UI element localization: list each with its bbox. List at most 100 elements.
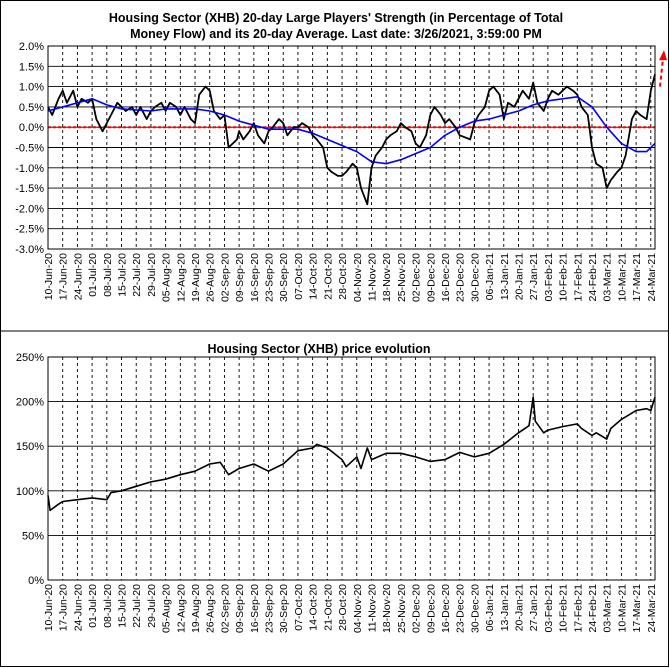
- x-tick-label: 21-Oct-20: [322, 253, 334, 300]
- y-tick-label: 0%: [28, 575, 44, 587]
- x-tick-label: 18-Nov-20: [381, 584, 393, 633]
- x-tick-label: 09-Dec-20: [425, 584, 437, 633]
- x-tick-label: 12-Aug-20: [175, 584, 187, 633]
- x-tick-label: 24-Mar-21: [646, 253, 658, 302]
- price-chart-title: Housing Sector (XHB) price evolution: [208, 342, 431, 356]
- y-tick-label: 50%: [22, 530, 44, 542]
- price-x-axis: 10-Jun-20 17-Jun-20 24-Jun-20 01-Jul-20 08-J…: [43, 584, 658, 633]
- x-tick-label: 03-Mar-21: [602, 253, 614, 302]
- y-tick-label: 1.0%: [19, 82, 44, 94]
- x-tick-label: 28-Oct-20: [337, 584, 349, 631]
- x-tick-label: 19-Aug-20: [190, 253, 202, 302]
- y-tick-label: 200%: [16, 397, 44, 409]
- price-plot-border: [47, 356, 656, 581]
- x-tick-label: 09-Sep-20: [234, 584, 246, 633]
- x-tick-label: 10-Feb-21: [558, 584, 570, 633]
- x-tick-label: 30-Sep-20: [278, 584, 290, 633]
- x-tick-label: 28-Oct-20: [337, 253, 349, 300]
- x-tick-label: 26-Aug-20: [205, 253, 217, 302]
- x-tick-label: 30-Dec-20: [469, 584, 481, 633]
- price-y-axis: 250% 200% 150% 100% 50% 0%: [16, 352, 44, 587]
- x-tick-label: 08-Jul-20: [102, 584, 114, 628]
- x-tick-label: 14-Oct-20: [308, 584, 320, 631]
- price-evolution-line: [47, 396, 656, 512]
- x-tick-label: 20-Jan-21: [513, 584, 525, 631]
- x-tick-label: 05-Aug-20: [161, 253, 173, 302]
- x-tick-label: 10-Mar-21: [616, 253, 628, 302]
- x-tick-label: 23-Dec-20: [455, 584, 467, 633]
- strength-x-axis: 10-Jun-20 17-Jun-20 24-Jun-20 01-Jul-20 08-J…: [43, 253, 658, 302]
- x-tick-label: 24-Feb-21: [587, 253, 599, 302]
- y-tick-label: 100%: [16, 486, 44, 498]
- y-tick-label: -1.0%: [15, 163, 44, 175]
- twenty-day-average-line: [47, 96, 656, 165]
- x-tick-label: 29-Jul-20: [146, 584, 158, 628]
- x-tick-label: 25-Nov-20: [396, 584, 408, 633]
- x-tick-label: 06-Jan-21: [484, 584, 496, 631]
- x-tick-label: 05-Aug-20: [161, 584, 173, 633]
- x-tick-label: 02-Sep-20: [219, 253, 231, 302]
- x-tick-label: 30-Dec-20: [469, 253, 481, 302]
- x-tick-label: 11-Nov-20: [366, 253, 378, 301]
- x-tick-label: 18-Nov-20: [381, 253, 393, 302]
- x-tick-label: 20-Jan-21: [513, 253, 525, 300]
- y-tick-label: -3.0%: [15, 244, 44, 256]
- x-tick-label: 07-Oct-20: [293, 253, 305, 300]
- y-tick-label: -0.5%: [15, 143, 44, 155]
- x-tick-label: 19-Aug-20: [190, 584, 202, 633]
- x-tick-label: 08-Jul-20: [102, 253, 114, 297]
- x-tick-label: 17-Jun-20: [58, 584, 70, 631]
- x-tick-label: 10-Mar-21: [616, 584, 628, 633]
- x-tick-label: 02-Dec-20: [411, 253, 423, 302]
- x-tick-label: 17-Feb-21: [572, 253, 584, 302]
- strength-chart-title-line1: Housing Sector (XHB) 20-day Large Player…: [109, 11, 563, 25]
- x-tick-label: 16-Sep-20: [249, 584, 261, 633]
- strength-y-axis: 2.0% 1.5% 1.0% 0.5% 0.0% -0.5% -1.0% -1.5% -2.0%…: [15, 41, 44, 256]
- x-tick-label: 17-Feb-21: [572, 584, 584, 633]
- x-tick-label: 07-Oct-20: [293, 584, 305, 631]
- y-tick-label: 1.5%: [19, 61, 44, 73]
- x-tick-label: 14-Oct-20: [308, 253, 320, 300]
- y-tick-label: 250%: [16, 352, 44, 364]
- x-tick-label: 11-Nov-20: [366, 584, 378, 632]
- x-tick-label: 10-Jun-20: [43, 584, 55, 631]
- large-players-strength-line: [47, 74, 656, 206]
- x-tick-label: 22-Jul-20: [131, 253, 143, 297]
- price-grid: [47, 356, 655, 581]
- y-tick-label: 2.0%: [19, 41, 44, 53]
- y-tick-label: 0.5%: [19, 102, 44, 114]
- x-tick-label: 04-Nov-20: [352, 584, 364, 633]
- x-tick-label: 03-Mar-21: [602, 584, 614, 633]
- x-tick-label: 10-Jun-20: [43, 253, 55, 300]
- x-tick-label: 15-Jul-20: [117, 253, 129, 297]
- x-tick-label: 15-Jul-20: [117, 584, 129, 628]
- x-tick-label: 24-Jun-20: [72, 253, 84, 300]
- x-tick-label: 16-Dec-20: [440, 253, 452, 302]
- x-tick-label: 02-Dec-20: [411, 584, 423, 633]
- x-tick-label: 13-Jan-21: [499, 253, 511, 300]
- y-tick-label: -2.0%: [15, 203, 44, 215]
- x-tick-label: 01-Jul-20: [87, 584, 99, 628]
- y-tick-label: -2.5%: [15, 224, 44, 236]
- x-tick-label: 02-Sep-20: [219, 584, 231, 633]
- x-tick-label: 10-Feb-21: [558, 253, 570, 302]
- x-tick-label: 23-Sep-20: [264, 253, 276, 302]
- x-tick-label: 01-Jul-20: [87, 253, 99, 297]
- y-tick-label: -1.5%: [15, 183, 44, 195]
- trend-arrow-head: [659, 50, 667, 61]
- x-tick-label: 26-Aug-20: [205, 584, 217, 633]
- x-tick-label: 17-Jun-20: [58, 253, 70, 300]
- x-tick-label: 03-Feb-21: [543, 253, 555, 302]
- x-tick-label: 24-Mar-21: [646, 584, 658, 633]
- x-tick-label: 12-Aug-20: [175, 253, 187, 302]
- x-tick-label: 27-Jan-21: [528, 584, 540, 631]
- x-tick-label: 23-Sep-20: [264, 584, 276, 633]
- x-tick-label: 25-Nov-20: [396, 253, 408, 302]
- x-tick-label: 16-Sep-20: [249, 253, 261, 302]
- x-tick-label: 27-Jan-21: [528, 253, 540, 300]
- y-tick-label: 150%: [16, 441, 44, 453]
- x-tick-label: 13-Jan-21: [499, 584, 511, 631]
- x-tick-label: 04-Nov-20: [352, 253, 364, 302]
- x-tick-label: 23-Dec-20: [455, 253, 467, 302]
